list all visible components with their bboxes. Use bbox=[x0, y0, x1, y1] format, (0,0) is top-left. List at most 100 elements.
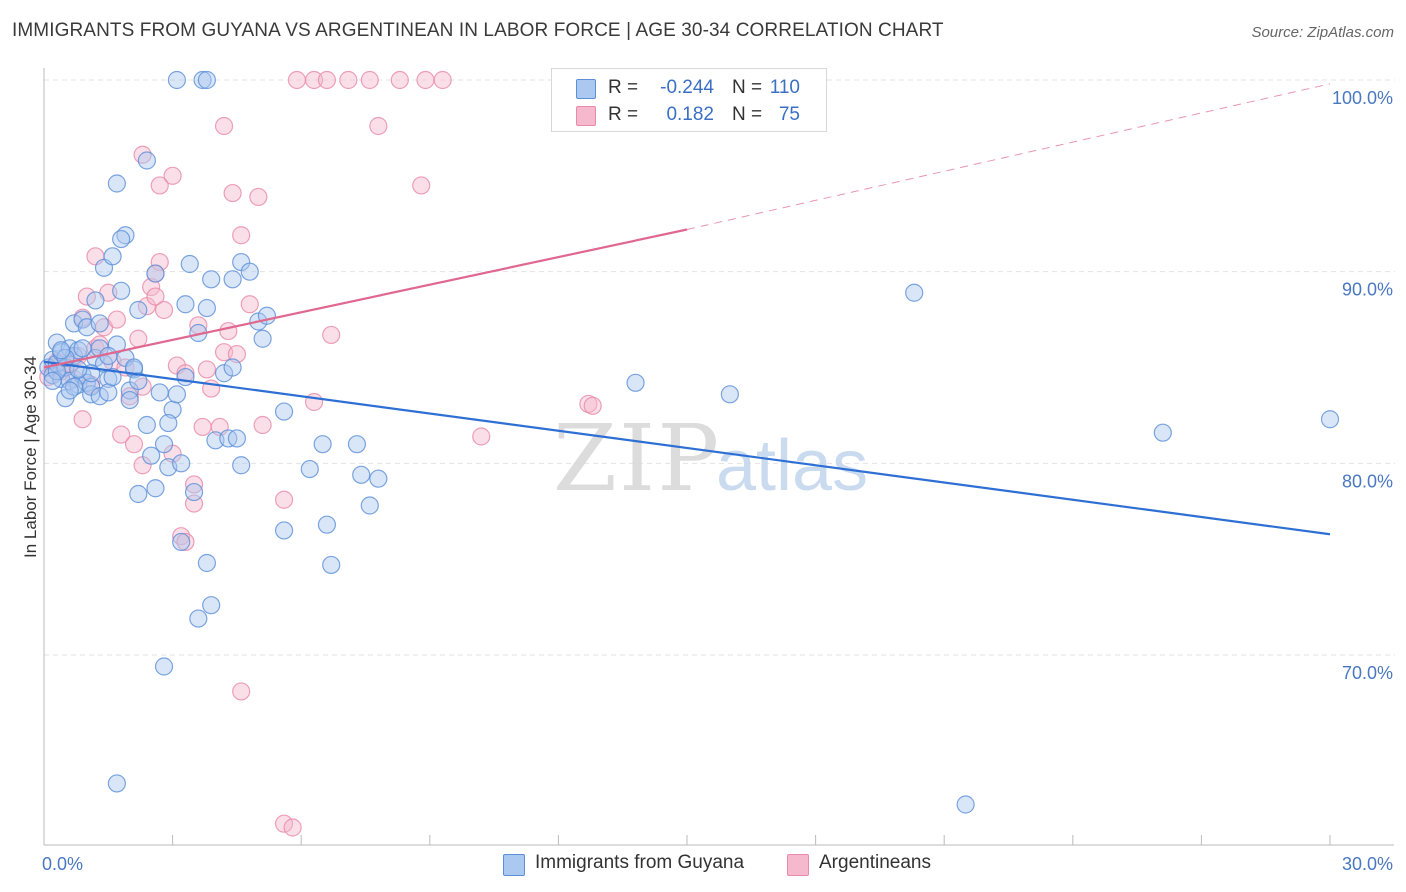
stats-legend: R = -0.244 N = 110 R = 0.182 N = 75 bbox=[551, 68, 827, 132]
bottom-legend-label-argentineans: Argentineans bbox=[819, 852, 931, 873]
guyana-point bbox=[90, 314, 109, 333]
argentinean-point bbox=[129, 329, 148, 348]
argentinean-point bbox=[369, 116, 388, 136]
argentinean-point bbox=[283, 818, 302, 837]
chart-title: IMMIGRANTS FROM GUYANA VS ARGENTINEAN IN… bbox=[12, 20, 944, 41]
legend-r-label: R = bbox=[608, 104, 639, 125]
argentinean-point bbox=[390, 70, 409, 90]
argentinean-point bbox=[214, 116, 234, 136]
watermark: ZIP atlas bbox=[553, 405, 868, 512]
guyana-point bbox=[137, 151, 156, 170]
guyana-point bbox=[107, 174, 126, 193]
guyana-point bbox=[189, 609, 208, 628]
argentineans-trend-line bbox=[43, 228, 688, 369]
guyana-point bbox=[626, 373, 645, 392]
guyana-point bbox=[172, 454, 191, 473]
guyana-point bbox=[154, 435, 174, 454]
guyana-point bbox=[176, 367, 195, 387]
argentinean-point bbox=[322, 325, 341, 345]
guyana-point bbox=[129, 371, 148, 391]
guyana-point bbox=[360, 496, 379, 515]
guyana-point bbox=[274, 402, 294, 421]
argentinean-point bbox=[360, 70, 379, 90]
legend-r-value: 0.182 bbox=[666, 104, 714, 125]
guyana-point bbox=[112, 281, 131, 300]
guyana-point bbox=[240, 262, 259, 281]
argentinean-point bbox=[73, 410, 92, 429]
argentineans-trend-extension bbox=[686, 83, 1331, 230]
guyana-point bbox=[112, 229, 131, 249]
axes bbox=[43, 68, 1394, 846]
argentinean-point bbox=[163, 166, 182, 185]
guyana-point bbox=[197, 553, 216, 573]
legend-n-label: N = bbox=[732, 104, 763, 125]
guyana-trend-line bbox=[43, 360, 1331, 536]
guyana-point bbox=[142, 446, 161, 465]
guyana-point bbox=[167, 385, 186, 404]
y-tick-label-1: 80.0% bbox=[1342, 471, 1393, 491]
argentinean-point bbox=[223, 183, 242, 203]
trend-lines bbox=[43, 83, 1331, 536]
guyana-point bbox=[159, 413, 178, 433]
argentinean-point bbox=[154, 300, 174, 320]
argentinean-point bbox=[184, 475, 204, 494]
argentinean-point bbox=[227, 344, 246, 364]
guyana-point bbox=[90, 387, 109, 406]
guyana-point bbox=[223, 270, 242, 289]
guyana-point bbox=[369, 469, 388, 488]
guyana-point bbox=[202, 596, 221, 615]
argentinean-point bbox=[287, 70, 307, 90]
guyana-point bbox=[124, 358, 144, 377]
argentinean-point bbox=[107, 310, 126, 329]
legend-r-label: R = bbox=[608, 77, 639, 98]
guyana-point bbox=[99, 383, 118, 402]
guyana-point bbox=[69, 360, 88, 379]
guyana-point bbox=[232, 456, 251, 475]
guyana-point bbox=[60, 381, 79, 400]
y-tick-label-0: 70.0% bbox=[1342, 663, 1393, 683]
argentinean-point bbox=[472, 427, 491, 446]
argentinean-point bbox=[274, 814, 294, 833]
legend-swatch-argentineans bbox=[576, 106, 596, 126]
guyana-point bbox=[197, 70, 216, 90]
argentinean-point bbox=[249, 187, 268, 207]
guyana-point bbox=[317, 515, 337, 534]
argentinean-point bbox=[219, 321, 238, 341]
argentinean-point bbox=[433, 70, 452, 90]
y-tick-label-2: 90.0% bbox=[1342, 280, 1393, 300]
guyana-point bbox=[253, 329, 272, 348]
guyana-point bbox=[1153, 423, 1172, 442]
grid-lines bbox=[44, 79, 1395, 656]
guyana-point bbox=[107, 774, 126, 793]
guyana-point bbox=[86, 291, 105, 310]
guyana-point bbox=[43, 371, 62, 391]
guyana-point bbox=[176, 295, 195, 314]
y-tick-label-3: 100.0% bbox=[1332, 88, 1393, 108]
source-credit: Source: ZipAtlas.com bbox=[1251, 24, 1394, 41]
guyana-point bbox=[73, 339, 92, 358]
guyana-point bbox=[146, 479, 165, 498]
guyana-point bbox=[227, 429, 246, 448]
argentinean-point bbox=[150, 176, 169, 195]
argentinean-point bbox=[232, 226, 251, 245]
y-axis-label: In Labor Force | Age 30-34 bbox=[21, 356, 40, 558]
guyana-point bbox=[137, 415, 156, 435]
tick-labels: 70.0% 80.0% 90.0% 100.0% 0.0% 30.0% bbox=[42, 88, 1393, 874]
guyana-point bbox=[52, 341, 71, 360]
guyana-point bbox=[300, 459, 319, 479]
argentinean-point bbox=[274, 490, 294, 509]
watermark-atlas: atlas bbox=[716, 426, 868, 506]
guyana-point bbox=[129, 484, 148, 504]
guyana-point bbox=[322, 555, 341, 575]
argentinean-point bbox=[146, 287, 165, 306]
guyana-point bbox=[274, 521, 294, 540]
guyana-point bbox=[129, 300, 148, 320]
legend-swatch-guyana bbox=[576, 79, 596, 99]
legend-n-label: N = bbox=[732, 77, 763, 98]
argentinean-point bbox=[232, 682, 251, 701]
argentinean-point bbox=[176, 532, 195, 552]
watermark-zip: ZIP bbox=[553, 405, 721, 512]
bottom-legend-label-guyana: Immigrants from Guyana bbox=[535, 852, 745, 873]
guyana-point bbox=[184, 482, 204, 502]
